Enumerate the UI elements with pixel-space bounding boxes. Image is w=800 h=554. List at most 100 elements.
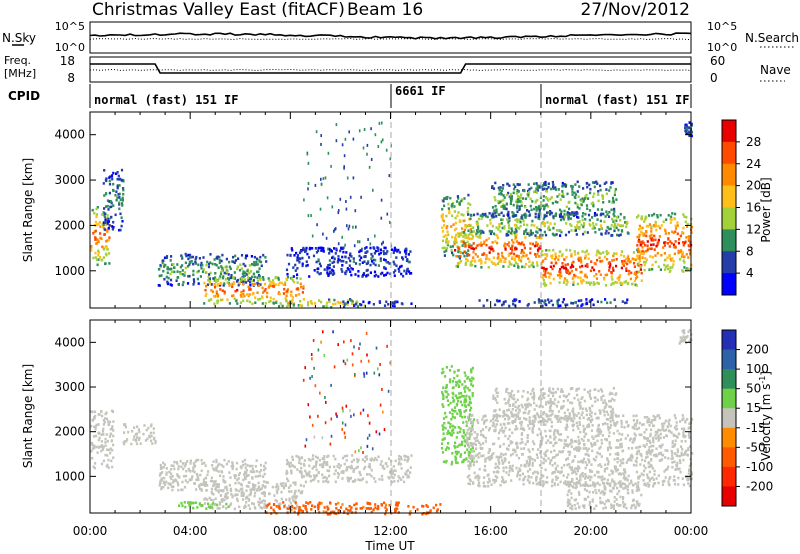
power-cell <box>336 300 339 304</box>
velocity-cell <box>689 474 692 477</box>
power-cell <box>305 249 308 252</box>
power-cell <box>563 279 566 283</box>
power-cell <box>227 277 230 280</box>
power-cell <box>654 254 657 257</box>
power-cell <box>655 228 658 232</box>
power-cell <box>512 302 515 306</box>
velocity-cell <box>663 429 666 432</box>
velocity-cell <box>690 471 693 474</box>
power-cell <box>556 274 560 277</box>
power-cell <box>192 269 195 273</box>
power-cell <box>555 256 558 259</box>
power-cell <box>118 184 121 187</box>
velocity-cell <box>645 443 648 446</box>
velocity-cell <box>442 425 445 429</box>
power-cell <box>393 246 396 250</box>
velocity-cell <box>188 478 192 482</box>
power-cell <box>260 264 263 268</box>
power-cell <box>338 258 341 262</box>
velocity-cell <box>93 410 97 414</box>
velocity-cell <box>160 466 163 470</box>
power-speckle <box>333 228 336 232</box>
power-cell <box>580 223 583 227</box>
power-cell <box>176 263 179 266</box>
power-cell <box>216 301 219 305</box>
velocity-cell <box>397 475 400 478</box>
power-cell <box>671 266 674 269</box>
power-cell <box>534 212 537 216</box>
velocity-cell <box>111 448 114 452</box>
power-cell <box>238 281 241 285</box>
power-cell <box>543 215 546 219</box>
power-cell <box>169 272 172 276</box>
velocity-cell <box>653 473 656 476</box>
power-cell <box>207 262 211 266</box>
power-cell <box>186 282 190 285</box>
power-cell <box>480 244 483 247</box>
power-cell <box>550 211 553 215</box>
velocity-cell <box>518 467 521 470</box>
velocity-cell <box>241 490 244 493</box>
velocity-cell <box>536 433 539 437</box>
power-cell <box>560 265 563 269</box>
power-cell <box>287 301 290 305</box>
power-cell <box>593 185 596 189</box>
velocity-cell <box>471 449 475 453</box>
velocity-cell <box>290 469 293 473</box>
velocity-cell <box>318 458 321 462</box>
velocity-cell <box>657 435 660 438</box>
power-cell <box>157 284 160 287</box>
power-cell <box>608 210 611 214</box>
power-cell <box>216 282 219 286</box>
power-cell <box>585 298 588 301</box>
power-cell <box>663 252 666 255</box>
velocity-cell <box>462 431 466 435</box>
velocity-cell <box>594 441 597 445</box>
power-cell <box>183 274 186 277</box>
velocity-cell <box>365 480 368 484</box>
power-cell <box>569 217 572 220</box>
power-cell <box>272 281 275 285</box>
velocity-cell <box>249 464 252 468</box>
power-cell <box>286 253 289 257</box>
power-speckle <box>368 165 371 169</box>
power-cell <box>512 191 515 195</box>
power-cell <box>292 275 295 278</box>
velocity-cell <box>264 467 267 470</box>
power-cell <box>215 263 218 267</box>
power-cell <box>97 251 100 254</box>
velocity-cell <box>555 441 558 444</box>
power-cell <box>272 301 275 305</box>
velocity-cell <box>632 426 635 429</box>
velocity-cell <box>397 479 400 483</box>
power-cell <box>477 217 480 221</box>
power-cell <box>639 252 642 255</box>
velocity-cell <box>170 485 173 488</box>
power-cell <box>596 193 600 196</box>
power-cell <box>181 283 184 287</box>
velocity-cell <box>265 480 268 484</box>
velocity-cell <box>402 475 405 479</box>
power-cell <box>664 241 667 244</box>
velocity-cell <box>287 479 290 483</box>
velocity-cell <box>666 449 669 452</box>
velocity-cell <box>477 484 480 487</box>
velocity-cell <box>342 470 345 473</box>
power-cell <box>249 270 252 273</box>
power-cell <box>683 261 686 264</box>
power-cell <box>103 169 106 172</box>
power-cell <box>400 302 403 305</box>
power-cell <box>543 224 546 228</box>
velocity-cell <box>671 454 674 457</box>
power-cell <box>218 261 221 265</box>
velocity-cell <box>559 480 562 484</box>
power-cell <box>535 241 538 244</box>
velocity-cell <box>132 438 135 441</box>
power-cell <box>599 260 602 263</box>
velocity-cell <box>461 434 464 438</box>
power-cell <box>580 281 583 285</box>
power-cell <box>517 198 520 201</box>
velocity-cell <box>219 494 222 497</box>
power-cell <box>297 304 300 307</box>
velocity-cell <box>451 408 454 412</box>
